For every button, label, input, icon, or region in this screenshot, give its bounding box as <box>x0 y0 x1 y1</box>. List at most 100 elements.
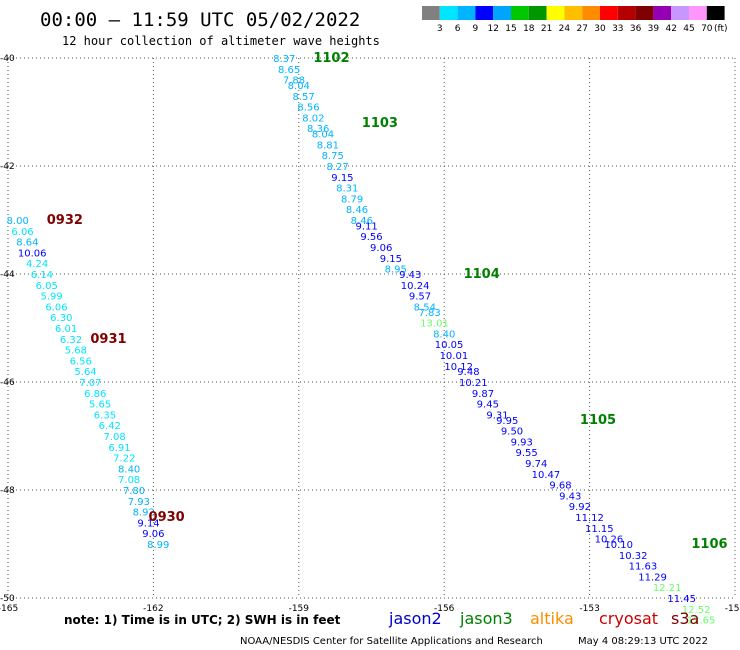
swh-point: 9.06 <box>142 529 164 540</box>
swh-point: 10.47 <box>532 470 561 481</box>
colorbar-swatch <box>528 6 547 20</box>
colorbar-label: 30 <box>594 24 606 34</box>
swh-point: 5.68 <box>65 346 87 357</box>
swh-point: 8.36 <box>307 124 329 135</box>
swh-point: 8.92 <box>133 508 155 519</box>
colorbar: 3 6 9 12 15 18 21 24 27 30 33 36 39 42 45 70 <box>422 6 725 34</box>
swh-point: 11.15 <box>585 524 614 535</box>
swh-point: 6.05 <box>36 281 58 292</box>
swh-point: 8.46 <box>346 205 368 216</box>
swh-point: 9.95 <box>496 416 518 427</box>
swh-point: 7.88 <box>283 76 305 87</box>
swh-point: 7.07 <box>79 378 101 389</box>
swh-point: 8.04 <box>288 81 310 92</box>
y-tick-label: -46 <box>0 378 15 388</box>
colorbar-label: 21 <box>541 24 552 34</box>
swh-point: 7.83 <box>419 308 441 319</box>
swh-point: 9.68 <box>549 481 571 492</box>
swh-point: 8.46 <box>351 216 373 227</box>
pass-label: 1106 <box>691 537 727 552</box>
swh-point: 9.43 <box>559 491 581 502</box>
swh-point: 6.35 <box>94 410 116 421</box>
colorbar-unit: (ft) <box>714 24 728 34</box>
colorbar-label: 24 <box>559 24 571 34</box>
swh-point: 8.40 <box>118 464 140 475</box>
colorbar-swatch <box>546 6 565 20</box>
pass-labels: 1102 1103 1104 1105 1106 0932 0931 0930 <box>47 51 728 552</box>
pass-label: 1103 <box>362 116 398 131</box>
colorbar-label: 33 <box>612 24 623 34</box>
colorbar-label: 36 <box>630 24 642 34</box>
footer-timestamp: May 4 08:29:13 UTC 2022 <box>578 636 708 647</box>
legend-jason2: jason2 <box>388 609 442 628</box>
swh-point: 9.92 <box>569 502 591 513</box>
colorbar-swatch <box>635 6 654 20</box>
swh-point: 6.14 <box>31 270 53 281</box>
x-tick-label: -165 <box>0 604 18 614</box>
swh-point: 9.55 <box>515 448 537 459</box>
colorbar-label: 45 <box>683 24 694 34</box>
swh-point: 10.24 <box>401 281 430 292</box>
colorbar-label: 12 <box>487 24 498 34</box>
swh-point: 8.79 <box>341 194 363 205</box>
swh-point: 9.48 <box>457 367 479 378</box>
colorbar-label: 9 <box>473 24 479 34</box>
swh-point: 5.64 <box>74 367 96 378</box>
x-tick-label: -153 <box>579 604 599 614</box>
colorbar-swatch <box>439 6 458 20</box>
swh-point: 12.52 <box>682 605 711 616</box>
swh-point: 8.64 <box>16 238 38 249</box>
colorbar-swatch <box>457 6 476 20</box>
swh-point: 12.65 <box>687 616 716 627</box>
swh-point: 12.21 <box>653 583 682 594</box>
colorbar-swatch <box>706 6 725 20</box>
swh-point: 8.27 <box>326 162 348 173</box>
swh-point: 10.01 <box>440 351 469 362</box>
swh-point: 8.75 <box>322 151 344 162</box>
x-tick-label: -162 <box>143 604 163 614</box>
swh-point: 9.15 <box>331 173 353 184</box>
swh-point: 6.42 <box>99 421 121 432</box>
colorbar-swatch <box>582 6 600 20</box>
swh-point: 6.86 <box>84 389 106 400</box>
swh-point: 8.37 <box>273 54 295 65</box>
swh-point: 6.56 <box>70 356 92 367</box>
swh-point: 9.74 <box>525 459 547 470</box>
swh-point: 10.21 <box>459 378 488 389</box>
swh-point: 7.80 <box>123 486 145 497</box>
swh-point: 6.06 <box>11 227 33 238</box>
pass-label: 0932 <box>47 213 83 228</box>
swh-point: 8.40 <box>433 329 455 340</box>
swh-point: 6.30 <box>50 313 72 324</box>
swh-point: 7.93 <box>128 497 150 508</box>
swh-point: 6.32 <box>60 335 82 346</box>
swh-point: 7.22 <box>113 454 135 465</box>
swh-point: 8.00 <box>7 216 29 227</box>
pass-label: 1104 <box>464 267 500 282</box>
swh-point: 5.99 <box>40 292 62 303</box>
swh-point: 10.10 <box>604 540 633 551</box>
swh-point: 10.32 <box>619 551 648 562</box>
swh-point: 9.57 <box>409 292 431 303</box>
plot-grid <box>7 57 736 599</box>
colorbar-label: 3 <box>437 24 443 34</box>
swh-point: 8.99 <box>147 540 169 551</box>
swh-point: 8.54 <box>414 302 436 313</box>
swh-point: 9.06 <box>370 243 392 254</box>
colorbar-label: 6 <box>455 24 461 34</box>
swh-point: 8.57 <box>293 92 315 103</box>
legend-s3a: s3a <box>671 609 699 628</box>
data-points: 8.378.657.888.048.578.568.028.368.048.81… <box>7 54 716 627</box>
swh-point: 11.12 <box>575 513 604 524</box>
colorbar-label: 27 <box>576 24 587 34</box>
x-tick-label: -156 <box>434 604 455 614</box>
chart-title: 00:00 – 11:59 UTC 05/02/2022 <box>40 9 360 31</box>
swh-point: 9.93 <box>511 437 533 448</box>
swh-point: 8.56 <box>297 103 319 114</box>
swh-point: 9.45 <box>477 400 499 411</box>
colorbar-swatch <box>564 6 583 20</box>
colorbar-swatch <box>422 6 440 20</box>
swh-point: 9.31 <box>486 410 508 421</box>
swh-point: 10.12 <box>444 362 473 373</box>
swh-point: 9.87 <box>472 389 494 400</box>
